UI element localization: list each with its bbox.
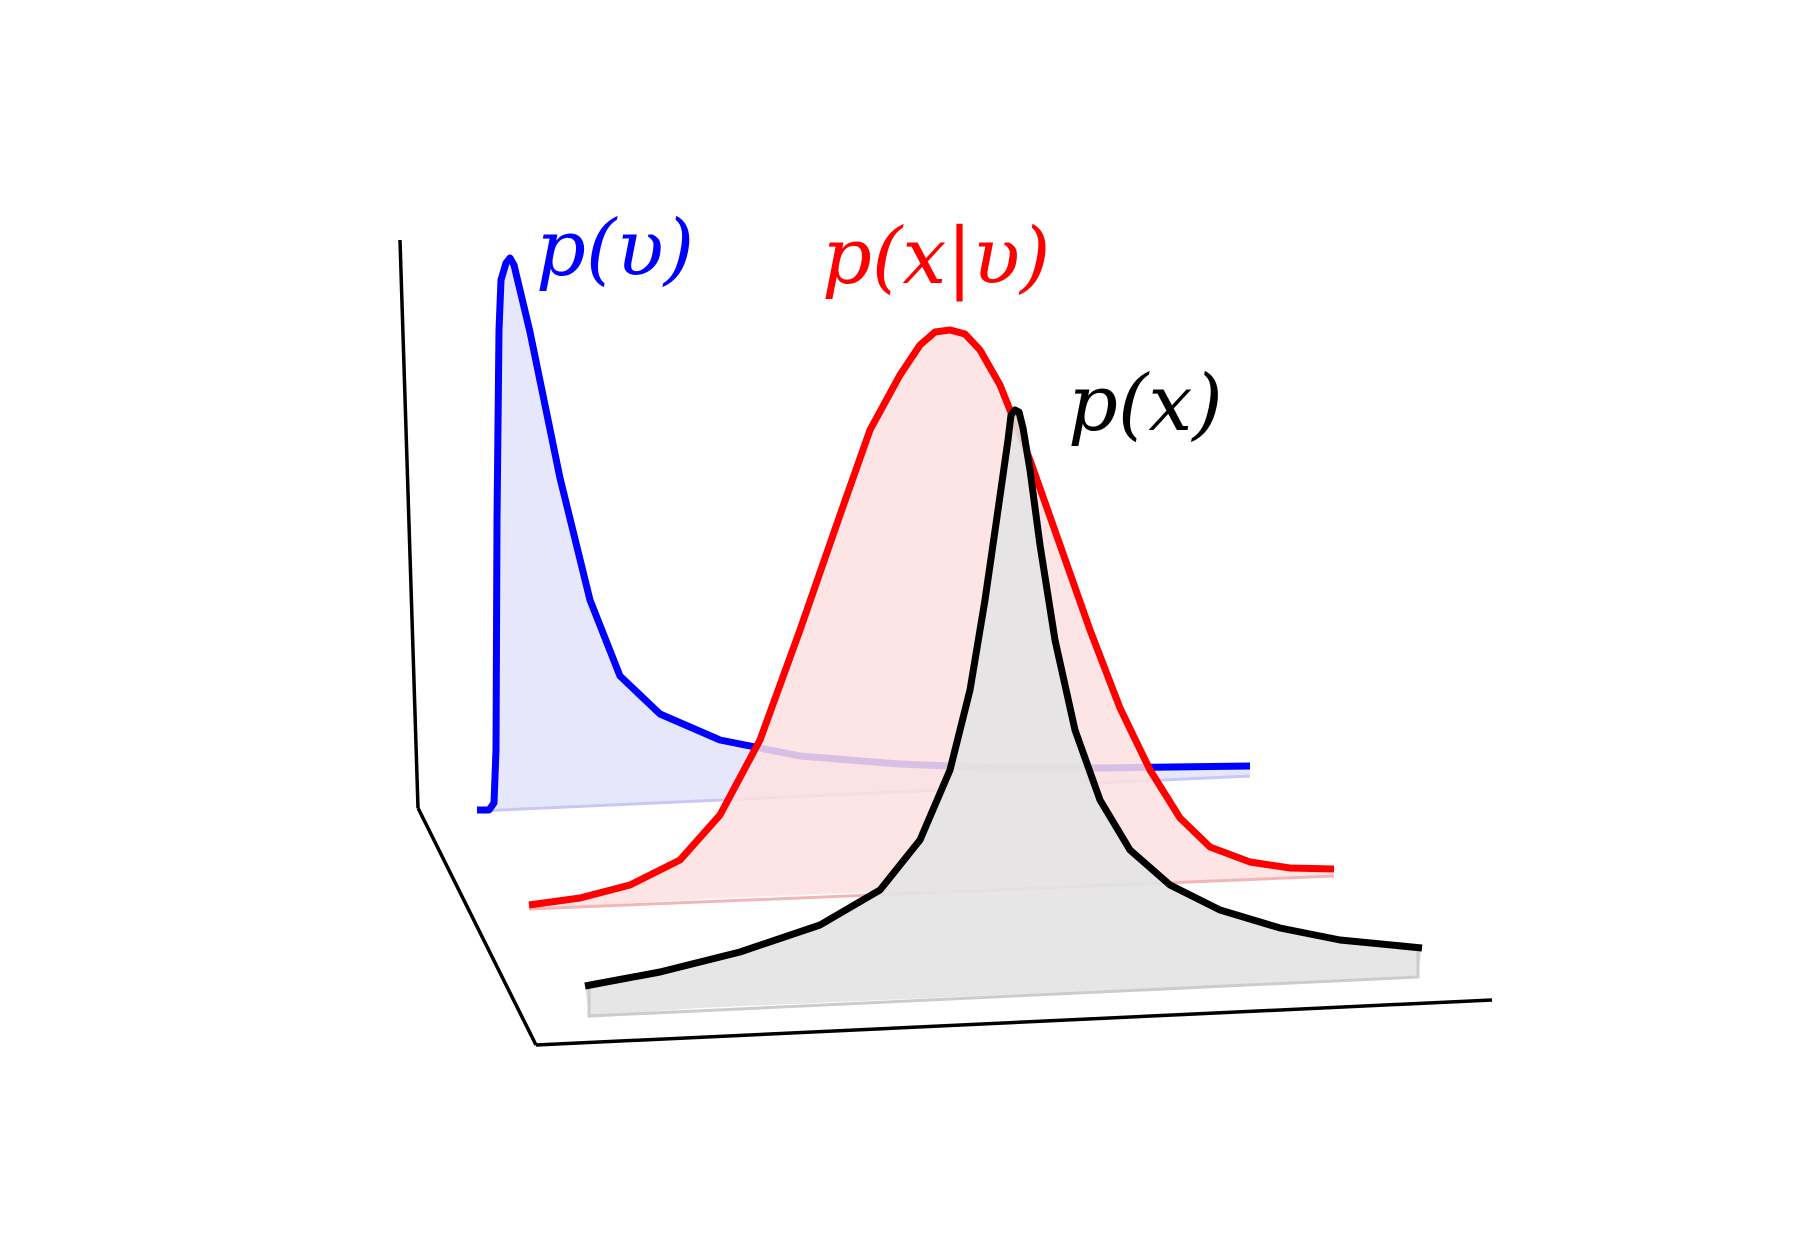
curve-p-x-given-v-fill — [529, 330, 1334, 909]
curve-p-x-baseline — [587, 948, 1420, 1018]
curve-p-x — [584, 406, 1423, 1018]
horizontal-axis — [535, 998, 1493, 1047]
depth-axis — [416, 807, 538, 1046]
axes — [398, 239, 1493, 1047]
label-p-x-given-v: p(x|υ) — [822, 212, 1050, 302]
vertical-axis — [398, 239, 420, 809]
curve-p-x-line — [584, 406, 1423, 990]
curve-p-v-fill — [479, 258, 1250, 812]
label-p-v: p(υ) — [536, 204, 694, 294]
curve-p-x-given-v-line — [528, 326, 1335, 909]
label-p-x: p(x) — [1068, 359, 1223, 449]
curve-p-x-fill — [585, 410, 1422, 1016]
